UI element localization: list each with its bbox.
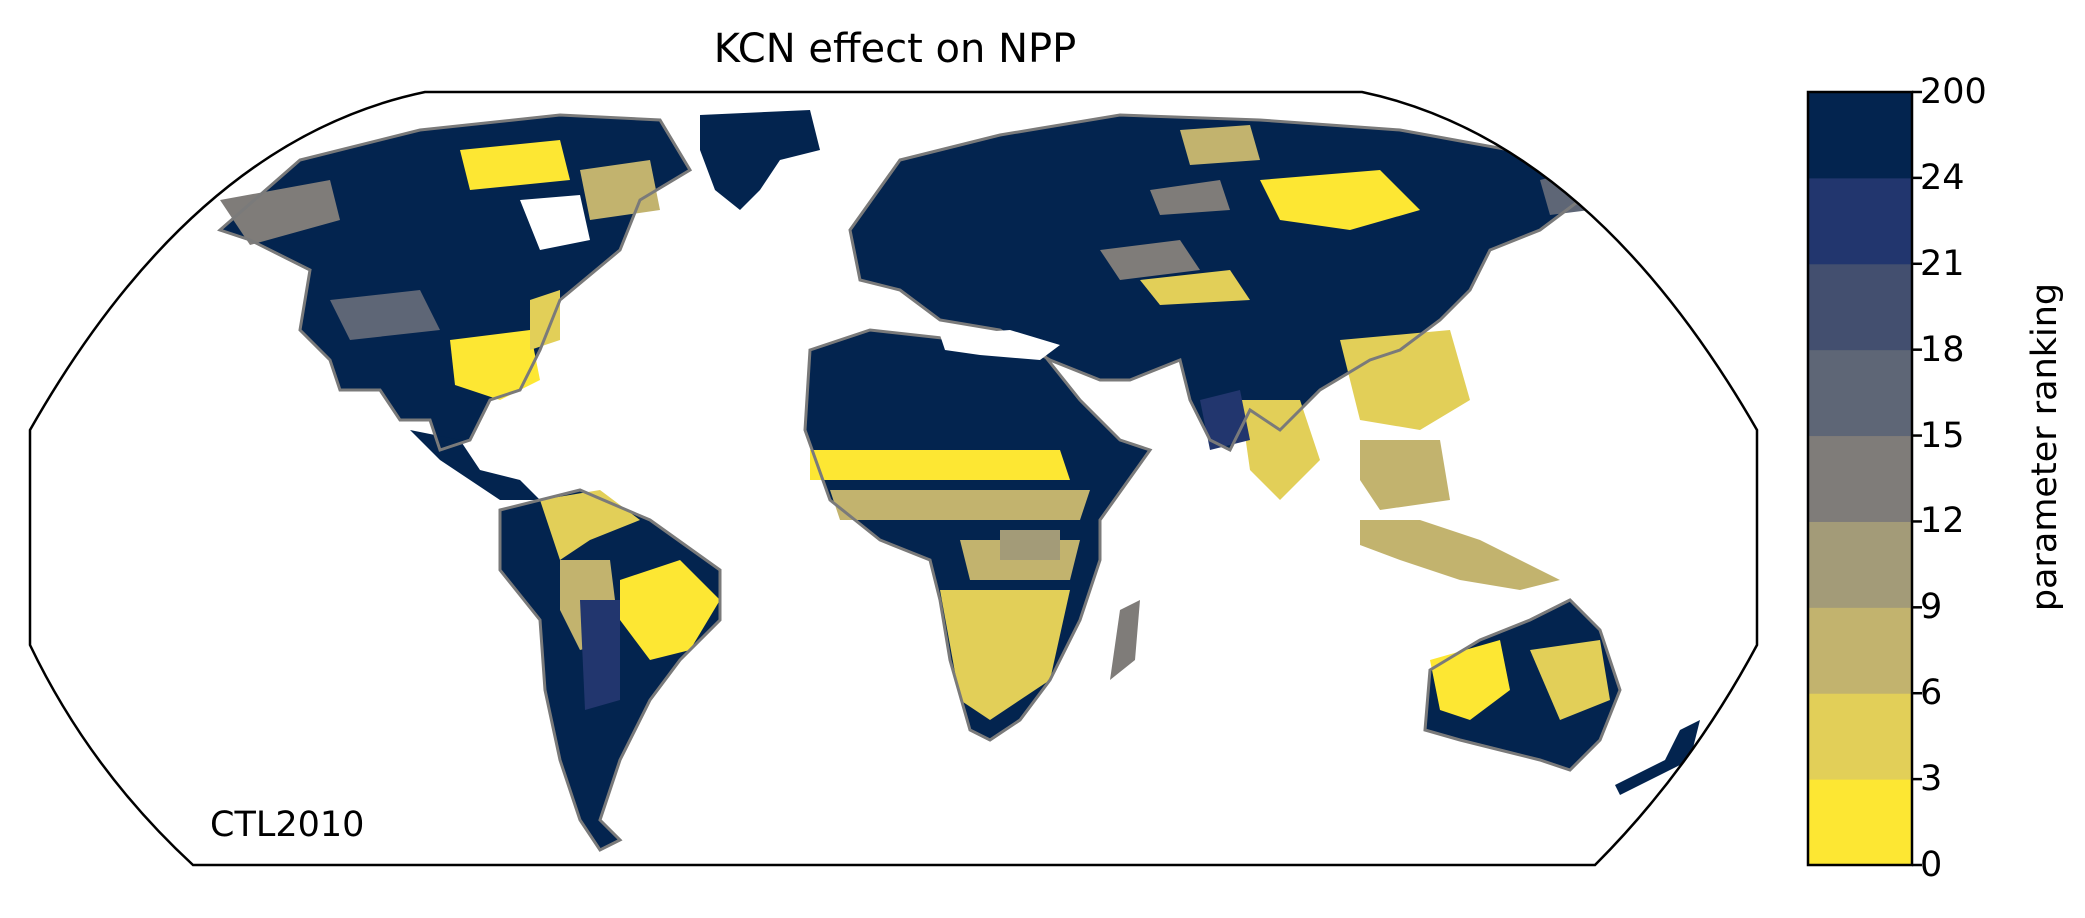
colorbar-tick-label: 15	[1920, 415, 1965, 456]
colorbar-tick-label: 21	[1920, 243, 1965, 284]
map-boundary	[28, 90, 1759, 867]
scenario-label: CTL2010	[210, 805, 365, 845]
southeast-asia-islands	[1360, 520, 1560, 590]
greenland-landmass	[700, 110, 820, 210]
new-zealand-landmass	[1615, 720, 1700, 795]
colorbar-segment	[1808, 521, 1912, 608]
world-map	[28, 90, 1759, 867]
colorbar-tick-label: 24	[1920, 157, 1965, 198]
colorbar-segment	[1808, 693, 1912, 780]
mediterranean-sea	[940, 330, 1060, 360]
map-title: KCN effect on NPP	[713, 26, 1077, 72]
colorbar-tick-label: 200	[1920, 72, 1987, 112]
colorbar-tick-label: 6	[1920, 673, 1943, 714]
hudson-bay	[520, 195, 590, 250]
colorbar-label: parameter ranking	[2025, 282, 2065, 612]
colorbar-segment	[1808, 177, 1912, 265]
colorbar-segment	[1808, 435, 1912, 522]
colorbar-tick-label: 18	[1920, 329, 1965, 370]
colorbar-segment	[1808, 349, 1912, 437]
colorbar-segment	[1808, 92, 1912, 179]
colorbar-segment	[1808, 779, 1912, 866]
madagascar-landmass	[1110, 600, 1140, 680]
colorbar-segment	[1808, 263, 1912, 351]
low-ranking-patches	[450, 125, 1610, 720]
mid-ranking-patches	[220, 170, 1590, 710]
colorbar-tick-label: 0	[1920, 845, 1943, 885]
central-america-landmass	[410, 430, 540, 500]
colorbar-tick-label: 3	[1920, 759, 1943, 800]
colorbar-tick-label: 9	[1920, 587, 1943, 628]
colorbar-tick-label: 12	[1920, 501, 1965, 542]
colorbar-segment	[1808, 607, 1912, 694]
africa-landmass	[805, 330, 1150, 740]
australia-landmass	[1425, 600, 1620, 770]
